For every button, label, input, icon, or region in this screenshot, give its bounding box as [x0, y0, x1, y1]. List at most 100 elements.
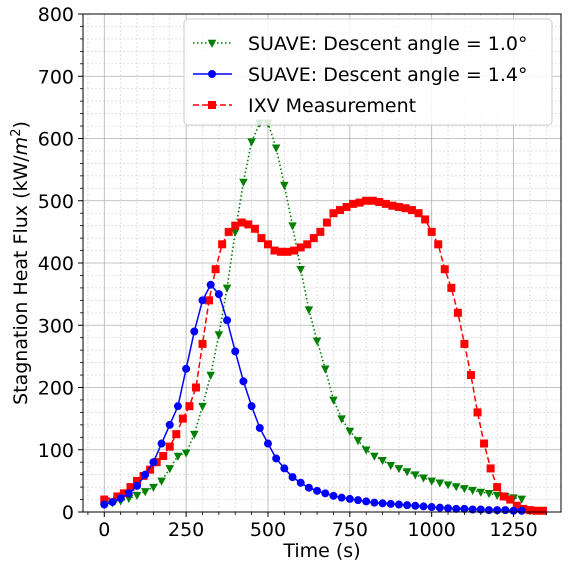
data-point: [427, 477, 436, 486]
data-point: [149, 458, 158, 467]
legend-label: SUAVE: Descent angle = 1.0°: [248, 33, 528, 55]
data-point: [283, 247, 292, 256]
data-point: [361, 446, 371, 455]
data-point: [288, 473, 297, 482]
series-1: [100, 280, 526, 515]
data-point: [532, 506, 541, 515]
series-line-0: [104, 122, 522, 506]
y-tick-label: 600: [38, 129, 74, 151]
x-tick-label: 0: [98, 519, 110, 541]
data-point: [237, 218, 246, 227]
data-point: [270, 246, 279, 255]
data-point: [263, 439, 272, 448]
data-point: [435, 503, 444, 512]
data-point: [321, 365, 330, 374]
axis-tick-labels: 0 250 500 750 1000 1250 0 100 200 300 400 500 600 700…: [38, 4, 538, 541]
data-point: [182, 364, 191, 373]
data-point: [375, 197, 384, 206]
data-point: [172, 430, 181, 439]
data-point: [165, 465, 175, 474]
data-point: [100, 500, 109, 509]
y-tick-label: 500: [38, 191, 74, 213]
legend-label: IXV Measurement: [248, 95, 416, 117]
data-point: [419, 502, 428, 511]
data-point: [173, 402, 182, 411]
series-0: [100, 119, 526, 510]
x-tick-label: 1250: [489, 519, 537, 541]
y-tick-label: 300: [38, 315, 74, 337]
data-point: [214, 331, 224, 340]
data-point: [214, 290, 223, 299]
x-tick-label: 500: [250, 519, 286, 541]
data-point: [198, 296, 207, 305]
data-point: [124, 489, 133, 498]
y-tick-label: 100: [38, 440, 74, 462]
data-point: [222, 284, 232, 293]
data-point: [181, 449, 191, 458]
data-point: [173, 452, 183, 461]
data-point: [231, 347, 240, 356]
data-point: [247, 402, 256, 411]
data-point: [206, 371, 215, 380]
data-point: [304, 483, 313, 492]
data-point: [277, 247, 286, 256]
data-point: [466, 371, 475, 380]
y-tick-label: 200: [38, 378, 74, 400]
data-point: [239, 178, 248, 187]
data-point: [451, 483, 461, 492]
data-point: [108, 498, 117, 507]
data-point: [460, 339, 469, 348]
legend-item: SUAVE: Descent angle = 1.0°: [193, 33, 528, 55]
data-point: [157, 477, 166, 486]
data-point: [116, 494, 125, 503]
data-point: [517, 495, 526, 504]
data-point: [337, 415, 346, 424]
data-point: [501, 506, 510, 515]
y-axis-label-unit-exp: 2: [9, 129, 24, 137]
data-point: [493, 483, 502, 492]
data-point: [444, 504, 453, 513]
series-line-1: [104, 283, 522, 512]
y-axis-label-tail: ): [10, 121, 32, 128]
data-point: [149, 483, 158, 492]
data-point: [460, 504, 469, 513]
data-point: [403, 501, 412, 510]
data-point: [132, 491, 142, 501]
data-point: [133, 481, 142, 490]
data-point: [165, 420, 174, 429]
data-point: [321, 489, 330, 498]
data-point: [272, 454, 281, 463]
legend-box: [183, 18, 553, 126]
data-point: [414, 209, 423, 218]
data-point: [190, 430, 199, 440]
data-point: [447, 283, 456, 292]
data-point: [468, 505, 477, 514]
data-point: [401, 204, 410, 213]
data-point: [211, 265, 220, 274]
data-point: [353, 437, 363, 446]
data-point: [205, 296, 214, 305]
data-point: [368, 196, 377, 205]
data-point: [427, 503, 436, 512]
x-tick-label: 250: [168, 519, 204, 541]
data-point: [303, 240, 312, 249]
data-point: [370, 498, 379, 507]
data-point: [165, 442, 174, 451]
data-point: [247, 138, 256, 147]
data-point: [290, 246, 299, 255]
data-point: [499, 492, 508, 501]
data-point: [506, 495, 515, 504]
legend-item: IXV Measurement: [193, 95, 416, 117]
data-point: [434, 240, 443, 249]
data-point: [345, 427, 355, 436]
legend-marker: [207, 70, 216, 79]
data-point: [198, 339, 207, 348]
data-point: [280, 464, 289, 473]
data-point: [394, 202, 403, 211]
data-point: [185, 402, 194, 411]
data-point: [296, 265, 305, 275]
data-point: [408, 206, 417, 215]
data-point: [419, 474, 428, 483]
data-point: [492, 491, 502, 501]
